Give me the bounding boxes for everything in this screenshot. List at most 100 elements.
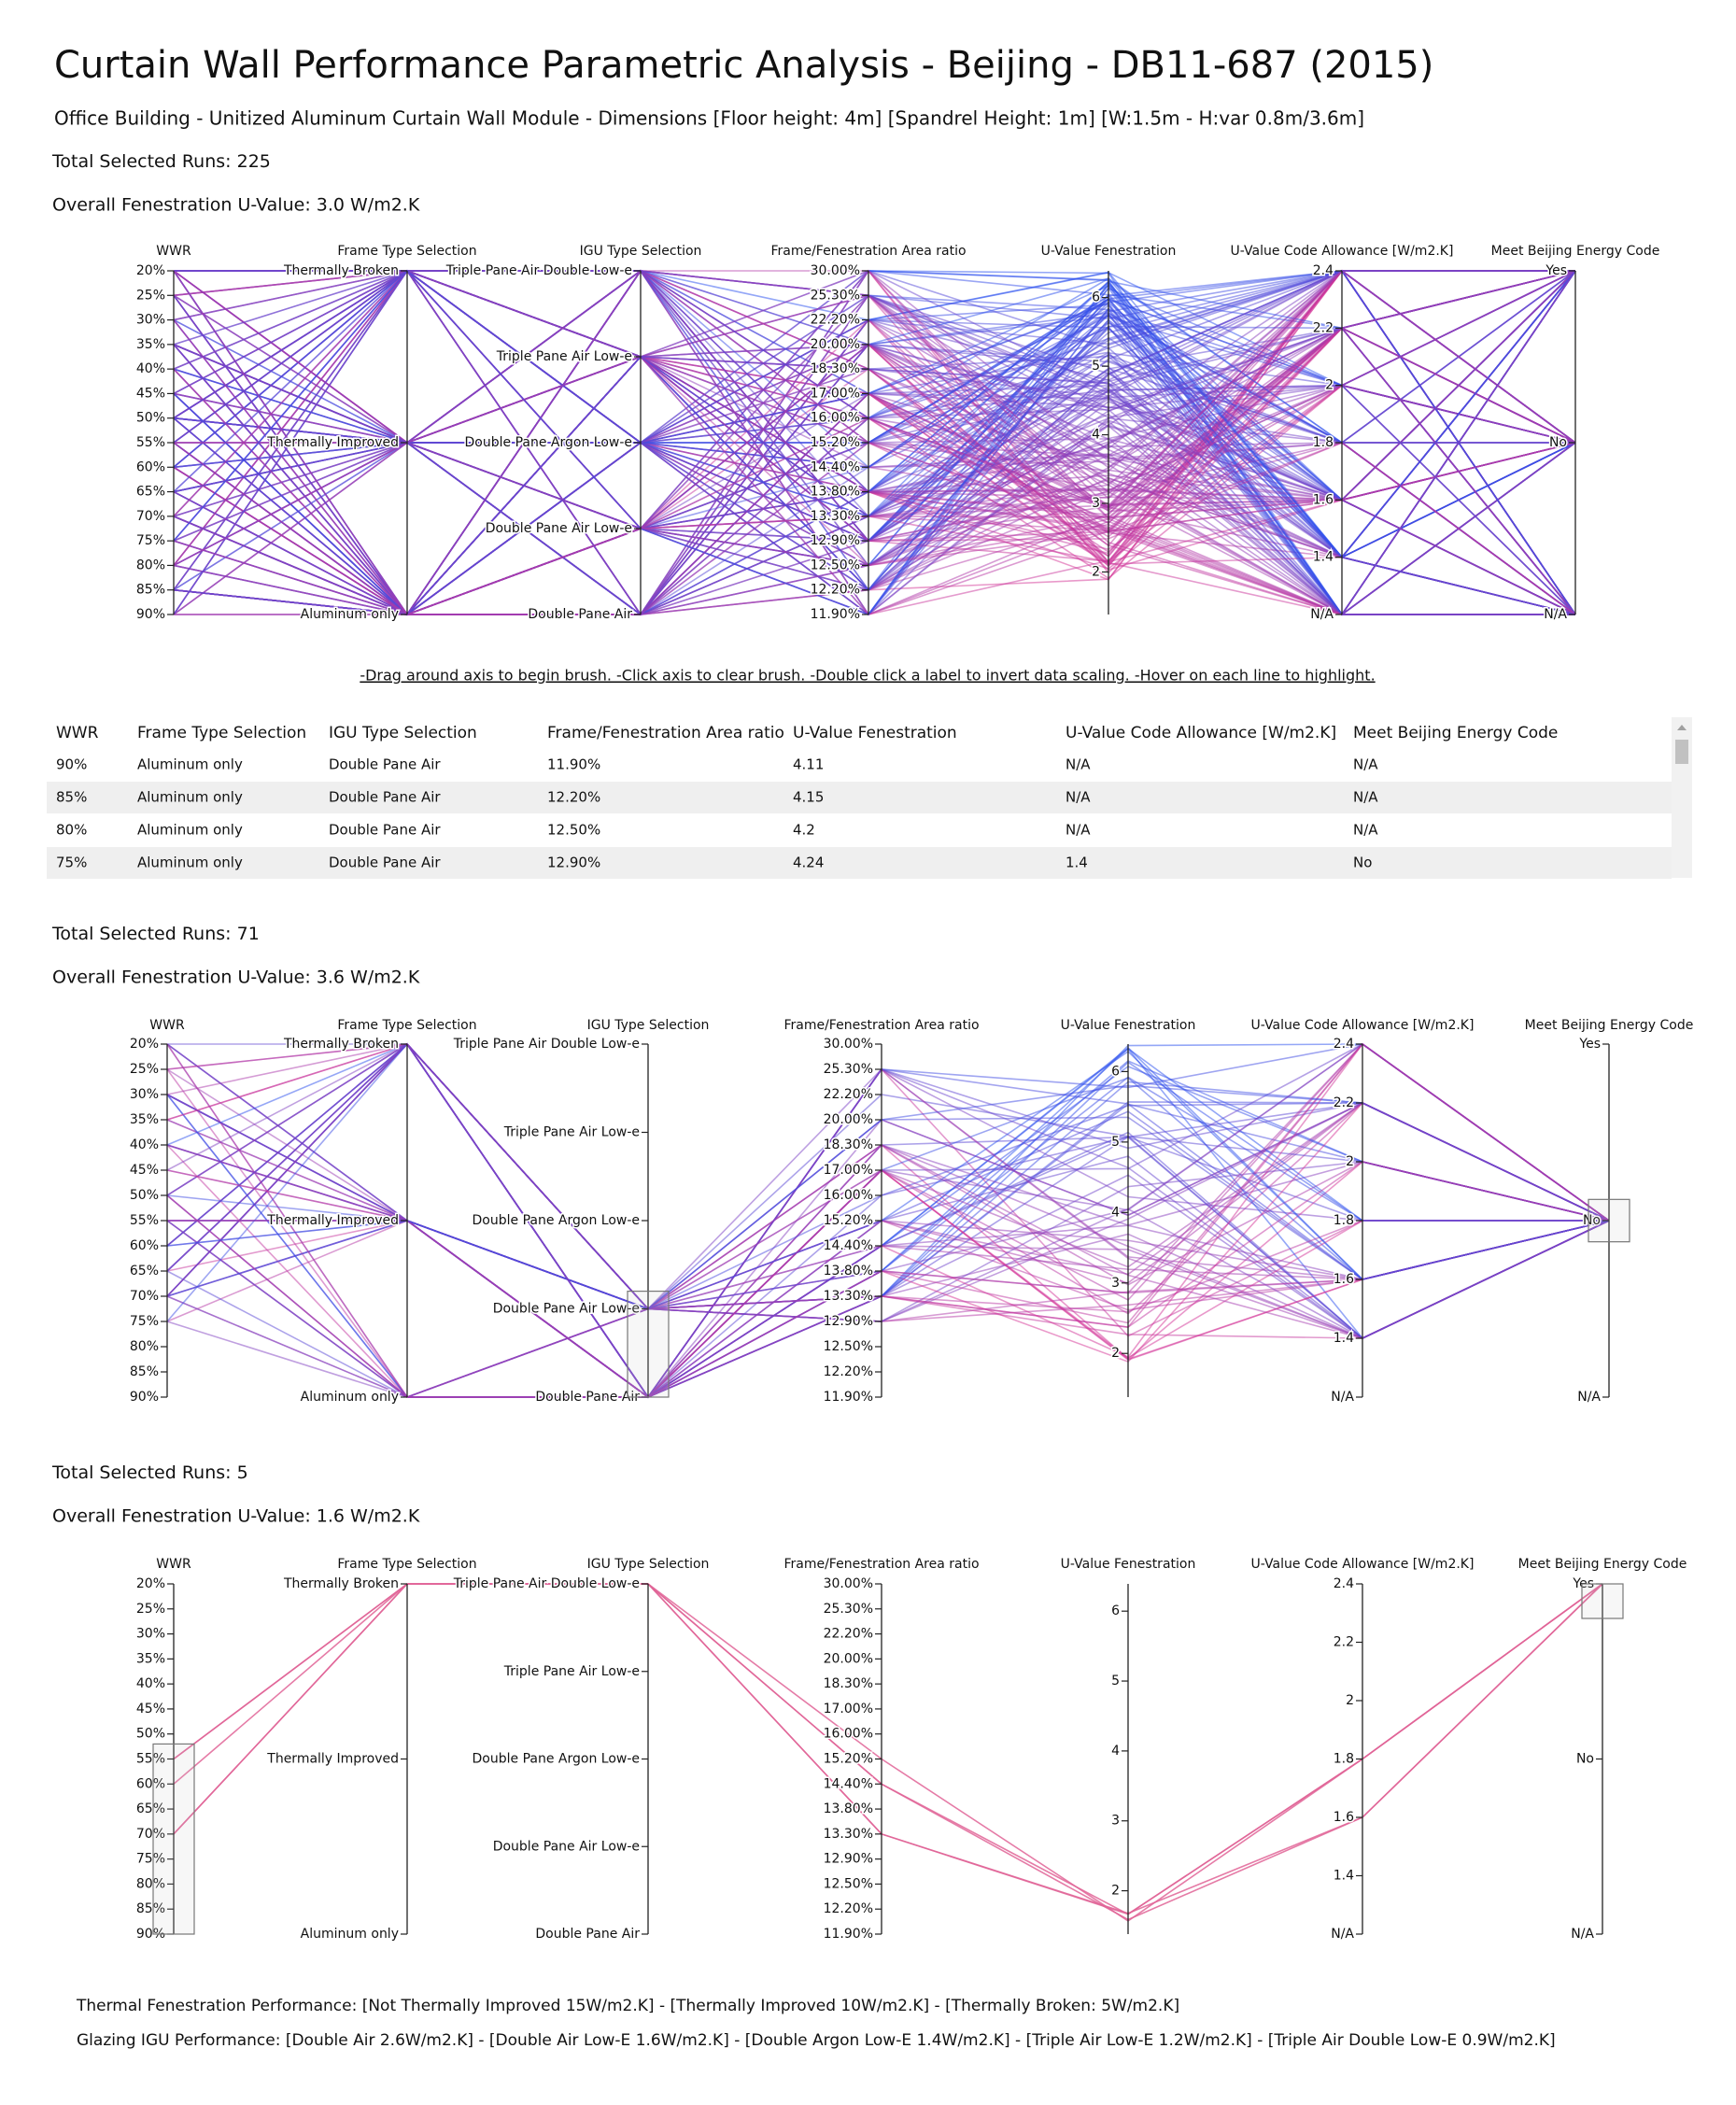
tick-label: 18.30% xyxy=(824,1676,873,1691)
table-cell: 4.15 xyxy=(793,789,824,806)
tick-label: 2 xyxy=(1111,1346,1120,1361)
tick-label: 25% xyxy=(130,1062,159,1077)
tick-label: 12.20% xyxy=(824,1364,873,1379)
axis-title: Frame Type Selection xyxy=(337,1018,476,1033)
tick-label: Double Pane Air xyxy=(528,607,632,622)
tick-label: 90% xyxy=(136,607,165,622)
tick-label: No xyxy=(1583,1213,1601,1228)
tick-label: 5 xyxy=(1111,1674,1120,1688)
tick-label: 15.20% xyxy=(824,1752,873,1767)
tick-label: 6 xyxy=(1092,290,1100,305)
tick-label: 1.6 xyxy=(1334,1810,1354,1825)
run-line xyxy=(174,343,1576,615)
tick-label: 2.4 xyxy=(1334,1037,1354,1052)
table-cell: Aluminum only xyxy=(137,789,243,806)
axis-title: U-Value Code Allowance [W/m2.K] xyxy=(1251,1018,1475,1033)
tick-label: 65% xyxy=(130,1264,159,1279)
run-line xyxy=(173,1583,1603,1915)
subtitle: Office Building - Unitized Aluminum Curt… xyxy=(54,107,1364,130)
tick-label: 30% xyxy=(136,313,165,328)
tick-label: 55% xyxy=(136,1752,165,1767)
tick-label: 1.8 xyxy=(1334,1213,1354,1228)
run-line xyxy=(173,343,1576,616)
brush xyxy=(1581,1583,1624,1619)
run-line xyxy=(166,1076,1609,1398)
tick-label: 5 xyxy=(1111,1135,1120,1150)
tick-label: Triple Pane Air Double Low-e xyxy=(445,263,632,278)
tick-label: 80% xyxy=(130,1339,159,1354)
tick-label: Aluminum only xyxy=(301,1927,399,1942)
table-cell: 12.50% xyxy=(547,822,600,839)
axis-title: IGU Type Selection xyxy=(587,1557,710,1572)
axis-title: Meet Beijing Energy Code xyxy=(1491,244,1660,259)
axis-title: WWR xyxy=(156,244,191,259)
tick-label: 2.2 xyxy=(1334,1095,1354,1110)
tick-label: Triple Pane Air Double Low-e xyxy=(453,1037,640,1052)
tick-label: 1.4 xyxy=(1334,1869,1354,1884)
table-cell: Double Pane Air xyxy=(329,756,441,773)
overall-u-value: Overall Fenestration U-Value: 1.6 W/m2.K xyxy=(52,1506,420,1527)
tick-label: 55% xyxy=(136,435,165,450)
tick-label: 70% xyxy=(136,509,165,524)
tick-label: 2 xyxy=(1346,1693,1354,1708)
tick-label: 3 xyxy=(1111,1276,1120,1291)
tick-label: 17.00% xyxy=(824,1163,873,1178)
axis-title: Frame Type Selection xyxy=(337,1557,476,1572)
tick-label: 40% xyxy=(136,361,165,376)
overall-u-value: Overall Fenestration U-Value: 3.6 W/m2.K xyxy=(52,968,420,988)
tick-label: 4 xyxy=(1092,428,1100,443)
run-line xyxy=(166,1136,1610,1399)
tick-label: 90% xyxy=(130,1390,159,1405)
tick-label: 13.30% xyxy=(824,1827,873,1842)
tick-label: 1.4 xyxy=(1334,1331,1354,1346)
brush xyxy=(152,1743,195,1935)
table-cell: 11.90% xyxy=(547,756,600,773)
table-cell: N/A xyxy=(1066,822,1091,839)
axis-title: U-Value Fenestration xyxy=(1061,1557,1196,1572)
tick-label: No xyxy=(1576,1752,1594,1767)
tick-label: Double Pane Air xyxy=(535,1390,640,1405)
tick-label: 14.40% xyxy=(811,459,860,474)
tick-label: Double Pane Argon Low-e xyxy=(473,1213,640,1228)
tick-label: 12.50% xyxy=(824,1339,873,1354)
tick-label: 70% xyxy=(136,1827,165,1842)
axis-title: U-Value Code Allowance [W/m2.K] xyxy=(1231,244,1454,259)
tick-label: 20% xyxy=(136,1576,165,1591)
tick-label: Yes xyxy=(1578,1037,1601,1052)
tick-label: 11.90% xyxy=(811,607,860,622)
tick-label: 13.30% xyxy=(824,1289,873,1304)
overall-u-value: Overall Fenestration U-Value: 3.0 W/m2.K xyxy=(52,195,420,216)
tick-label: 85% xyxy=(130,1364,159,1379)
tick-label: 15.20% xyxy=(824,1213,873,1228)
tick-label: 60% xyxy=(136,459,165,474)
tick-label: Aluminum only xyxy=(301,607,399,622)
tick-label: 2 xyxy=(1325,378,1334,393)
table-cell: Double Pane Air xyxy=(329,855,441,871)
run-line xyxy=(173,270,1576,542)
tick-label: 18.30% xyxy=(824,1137,873,1152)
table-cell: Double Pane Air xyxy=(329,822,441,839)
tick-label: 2.2 xyxy=(1334,1635,1354,1650)
tick-label: 30.00% xyxy=(811,263,860,278)
tick-label: 11.90% xyxy=(824,1390,873,1405)
axis-title: IGU Type Selection xyxy=(587,1018,710,1033)
table-header: Meet Beijing Energy Code xyxy=(1353,724,1558,742)
tick-label: 5 xyxy=(1092,359,1100,374)
tick-label: Thermally Broken xyxy=(283,1037,399,1052)
tick-label: 20% xyxy=(136,263,165,278)
tick-label: 45% xyxy=(136,386,165,401)
tick-label: 13.80% xyxy=(824,1801,873,1816)
tick-label: 22.20% xyxy=(824,1087,873,1102)
run-line xyxy=(166,1084,1610,1310)
tick-label: Double Pane Argon Low-e xyxy=(473,1752,640,1767)
table-header: WWR xyxy=(56,724,99,742)
table-cell: 90% xyxy=(56,756,87,773)
tick-label: Triple Pane Air Low-e xyxy=(503,1664,640,1679)
tick-label: 22.20% xyxy=(811,313,860,328)
tick-label: 6 xyxy=(1111,1064,1120,1079)
run-line xyxy=(167,1220,1610,1398)
runs-value: 71 xyxy=(237,924,260,944)
tick-label: 1.6 xyxy=(1313,492,1334,507)
tick-label: N/A xyxy=(1331,1927,1354,1942)
tick-label: 16.00% xyxy=(811,411,860,426)
